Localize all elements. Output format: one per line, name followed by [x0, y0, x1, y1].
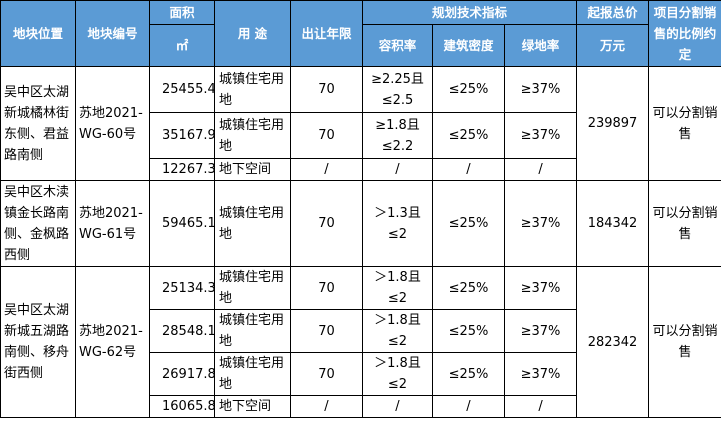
table-row: 35167.9 城镇住宅用地 70 ≥1.8且≤2.2 ≤25% ≥37% — [1, 112, 721, 159]
start-price-cell: 239897 — [576, 66, 650, 181]
area-cell: 25455.4 — [149, 66, 215, 113]
green-cell: ≥37% — [503, 180, 578, 267]
far-cell: ＞1.8且≤2 — [362, 309, 433, 353]
green-cell: ≥37% — [503, 266, 578, 310]
split-sale-cell: 可以分割销售 — [648, 266, 721, 418]
far-cell: / — [362, 395, 433, 418]
density-cell: ≤25% — [432, 66, 505, 113]
far-cell: ≥2.25且≤2.5 — [362, 66, 433, 113]
density-cell: ≤25% — [432, 352, 505, 396]
usage-cell: 地下空间 — [214, 395, 291, 418]
table-row: 12267.3 地下空间 / / / / — [1, 158, 721, 181]
far-cell: ≥1.8且≤2.2 — [362, 112, 433, 159]
far-cell: ＞1.8且≤2 — [362, 352, 433, 396]
table-row: 26917.8 城镇住宅用地 70 ＞1.8且≤2 ≤25% ≥37% — [1, 352, 721, 396]
header-parcel-no: 地块编号 — [75, 0, 150, 67]
far-cell: / — [362, 158, 433, 181]
density-cell: ≤25% — [432, 112, 505, 159]
header-usage: 用 途 — [214, 0, 291, 67]
density-cell: / — [432, 158, 505, 181]
green-cell: / — [503, 158, 578, 181]
header-lease-years: 出让年限 — [290, 0, 363, 67]
usage-cell: 城镇住宅用地 — [214, 180, 291, 267]
parcel-location: 吴中区太湖新城橘林街东侧、君益路南侧 — [0, 66, 76, 181]
table-row: 16065.8 地下空间 / / / / — [1, 395, 721, 418]
header-planning: 规划技术指标 — [361, 0, 578, 25]
table-row: 吴中区太湖新城五湖路南侧、移舟街西侧 苏地2021-WG-62号 25134.3… — [0, 266, 721, 418]
table-row: 吴中区太湖新城橘林街东侧、君益路南侧 苏地2021-WG-60号 25455.4… — [0, 66, 721, 181]
area-cell: 16065.8 — [149, 395, 215, 418]
split-sale-cell: 可以分割销售 — [648, 66, 721, 181]
far-cell: ＞1.8且≤2 — [362, 266, 433, 310]
density-cell: ≤25% — [432, 180, 505, 267]
header-far: 容积率 — [362, 24, 433, 67]
header-area-unit: ㎡ — [149, 24, 215, 67]
years-cell: 70 — [290, 309, 363, 353]
parcel-number: 苏地2021-WG-62号 — [75, 266, 150, 418]
parcel-location: 吴中区木渎镇金长路南侧、金枫路西侧 — [0, 180, 76, 267]
years-cell: / — [290, 395, 363, 418]
density-cell: ≤25% — [432, 309, 505, 353]
start-price-cell: 184342 — [576, 180, 650, 267]
usage-cell: 城镇住宅用地 — [214, 66, 291, 113]
area-cell: 59465.1 — [149, 180, 215, 267]
table-row: 吴中区木渎镇金长路南侧、金枫路西侧 苏地2021-WG-61号 59465.1 … — [0, 180, 721, 267]
usage-cell: 城镇住宅用地 — [214, 352, 291, 396]
density-cell: ≤25% — [432, 266, 505, 310]
table-row: 28548.1 城镇住宅用地 70 ＞1.8且≤2 ≤25% ≥37% — [1, 309, 721, 353]
header-row-1: 地块位置 地块编号 面积 用 途 出让年限 规划技术指标 起报总价 项目分割销售… — [0, 0, 721, 67]
years-cell: 70 — [290, 266, 363, 310]
green-cell: ≥37% — [503, 309, 578, 353]
header-split-sale: 项目分割销售的比例约定 — [648, 0, 721, 67]
years-cell: / — [290, 158, 363, 181]
header-green-rate: 绿地率 — [503, 24, 578, 67]
start-price-cell: 282342 — [576, 266, 650, 418]
area-cell: 35167.9 — [149, 112, 215, 159]
usage-cell: 地下空间 — [214, 158, 291, 181]
area-cell: 28548.1 — [149, 309, 215, 353]
years-cell: 70 — [290, 112, 363, 159]
header-start-price: 起报总价 — [576, 0, 650, 25]
usage-cell: 城镇住宅用地 — [214, 112, 291, 159]
parcel-number: 苏地2021-WG-61号 — [75, 180, 150, 267]
green-cell: ≥37% — [503, 352, 578, 396]
header-row-2: ㎡ 容积率 建筑密度 绿地率 万元 — [1, 24, 721, 67]
density-cell: / — [432, 395, 505, 418]
parcel-number: 苏地2021-WG-60号 — [75, 66, 150, 181]
usage-cell: 城镇住宅用地 — [214, 309, 291, 353]
header-area: 面积 — [149, 0, 215, 25]
header-location: 地块位置 — [0, 0, 76, 67]
years-cell: 70 — [290, 66, 363, 113]
area-cell: 25134.3 — [149, 266, 215, 310]
years-cell: 70 — [290, 352, 363, 396]
green-cell: ≥37% — [503, 66, 578, 113]
green-cell: / — [503, 395, 578, 418]
split-sale-cell: 可以分割销售 — [648, 180, 721, 267]
years-cell: 70 — [290, 180, 363, 267]
area-cell: 26917.8 — [149, 352, 215, 396]
green-cell: ≥37% — [503, 112, 578, 159]
far-cell: ＞1.3且≤2 — [362, 180, 433, 267]
header-price-unit: 万元 — [576, 24, 650, 67]
parcel-location: 吴中区太湖新城五湖路南侧、移舟街西侧 — [0, 266, 76, 418]
land-parcel-table: 地块位置 地块编号 面积 用 途 出让年限 规划技术指标 起报总价 项目分割销售… — [0, 0, 721, 418]
area-cell: 12267.3 — [149, 158, 215, 181]
header-building-density: 建筑密度 — [432, 24, 505, 67]
usage-cell: 城镇住宅用地 — [214, 266, 291, 310]
